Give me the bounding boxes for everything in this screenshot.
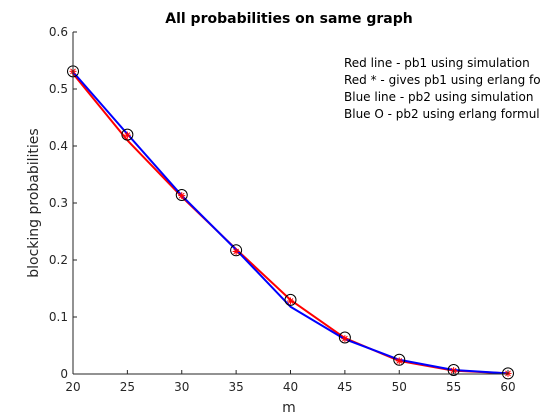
y-axis-label: blocking probabilities <box>26 128 42 277</box>
series-3-circle-marker <box>175 189 188 202</box>
x-tick-label: 20 <box>65 380 80 394</box>
plot-area <box>73 32 508 374</box>
series-1-star-marker <box>123 131 131 139</box>
annotation-line-3: Blue line - pb2 using simulation <box>344 90 533 104</box>
x-tick-label: 55 <box>446 380 461 394</box>
annotation-line-1: Red line - pb1 using simulation <box>344 56 530 70</box>
x-tick-label: 40 <box>283 380 298 394</box>
series-3-circle-marker <box>338 331 351 344</box>
y-tick-label: 0.2 <box>49 253 68 267</box>
series-1-star-marker <box>287 297 294 305</box>
series-3-circle-marker <box>447 364 460 377</box>
y-tick-label: 0.4 <box>49 139 68 153</box>
series-3-circle-marker <box>121 128 134 141</box>
x-axis-label: m <box>282 400 296 416</box>
series-1-star-marker <box>178 192 186 200</box>
axes-background <box>73 32 508 374</box>
series-layer <box>67 65 514 380</box>
y-ticks: 0 0.1 0.2 0.3 0.4 0.5 0.6 <box>49 25 77 381</box>
x-tick-label: 25 <box>120 380 135 394</box>
chart-title: All probabilities on same graph <box>165 11 413 27</box>
series-3-circle-marker <box>502 367 514 380</box>
y-tick-label: 0.5 <box>49 82 68 96</box>
y-tick-label: 0.1 <box>49 310 68 324</box>
x-tick-label: 60 <box>500 380 515 394</box>
annotation-line-4: Blue O - pb2 using erlang formul <box>344 107 540 121</box>
series-3-circle-marker <box>393 353 406 366</box>
series-3-circle-marker <box>230 244 243 257</box>
y-tick-label: 0.6 <box>49 25 68 39</box>
series-2-line <box>72 70 509 375</box>
y-tick-label: 0 <box>60 367 68 381</box>
annotation-block: Red line - pb1 using simulation Red * - … <box>344 56 541 121</box>
y-tick-label: 0.3 <box>49 196 68 210</box>
x-tick-label: 35 <box>228 380 243 394</box>
x-tick-label: 50 <box>392 380 407 394</box>
series-1-star-marker <box>232 247 240 255</box>
x-ticks: 20 25 30 35 40 45 50 55 60 <box>65 370 516 394</box>
series-1-star-marker <box>395 357 403 365</box>
x-tick-label: 30 <box>174 380 189 394</box>
annotation-line-2: Red * - gives pb1 using erlang fo <box>344 73 541 87</box>
series-1-star-marker <box>341 335 349 343</box>
series-3-circle-marker <box>284 293 297 306</box>
x-tick-label: 45 <box>337 380 352 394</box>
